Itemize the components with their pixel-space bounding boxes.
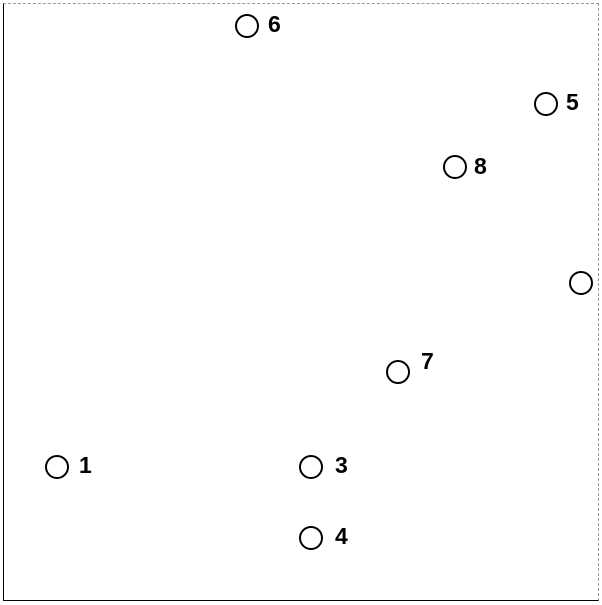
node-circle-6[interactable]: [235, 14, 259, 38]
node-circle-5[interactable]: [534, 92, 558, 116]
node-circle-8[interactable]: [443, 155, 467, 179]
canvas-border: [3, 3, 599, 601]
node-circle-7[interactable]: [386, 360, 410, 384]
node-label-5: 5: [566, 89, 579, 115]
node-circle-4[interactable]: [299, 526, 323, 550]
node-label-6: 6: [268, 11, 281, 37]
node-circle-3[interactable]: [299, 455, 323, 479]
node-label-4: 4: [335, 523, 348, 549]
node-circle-edge[interactable]: [569, 271, 593, 295]
node-label-7: 7: [421, 348, 434, 374]
node-circle-1[interactable]: [45, 455, 69, 479]
node-label-8: 8: [474, 153, 487, 179]
node-label-1: 1: [79, 452, 92, 478]
node-label-3: 3: [335, 452, 348, 478]
